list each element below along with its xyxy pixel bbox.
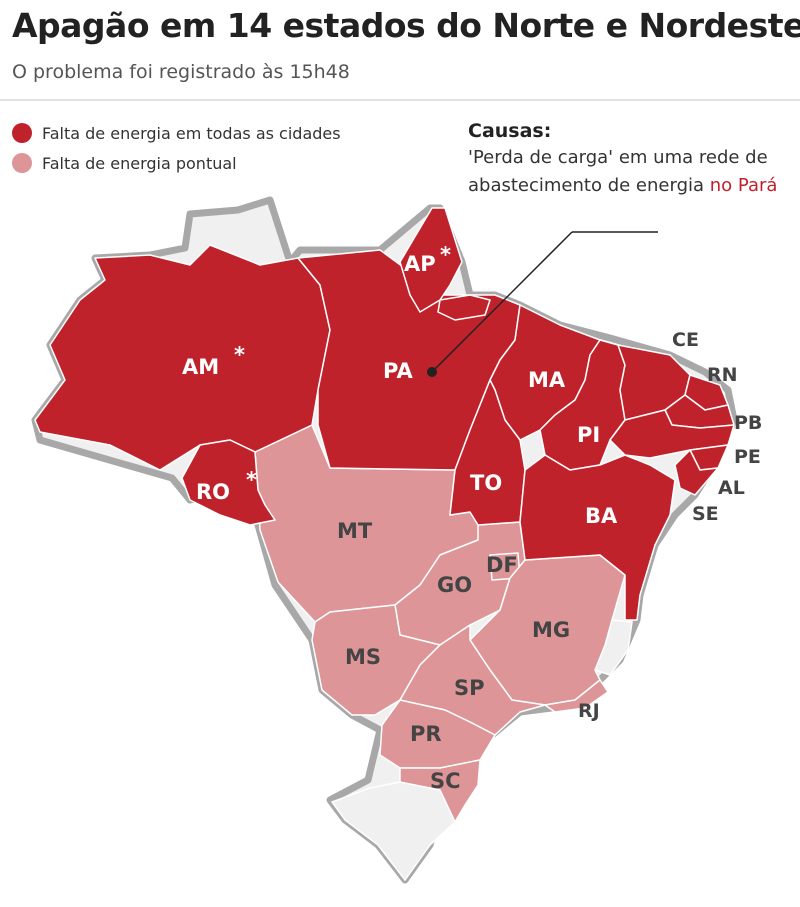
label-sp: SP bbox=[454, 676, 485, 700]
causes-description: 'Perda de carga' em uma rede de abasteci… bbox=[468, 147, 768, 196]
legend: Falta de energia em todas as cidades Fal… bbox=[12, 118, 341, 178]
callout-pointer bbox=[427, 231, 658, 377]
label-mt: MT bbox=[337, 519, 373, 543]
asterisk-ro: * bbox=[246, 468, 257, 492]
label-am: AM bbox=[182, 355, 219, 379]
state-se bbox=[674, 449, 719, 496]
label-ma: MA bbox=[528, 368, 566, 392]
asterisk-ap: * bbox=[440, 243, 451, 267]
label-se: SE bbox=[692, 503, 719, 525]
label-ms: MS bbox=[345, 645, 381, 669]
state-ro bbox=[181, 439, 276, 526]
state-sc bbox=[399, 759, 481, 823]
legend-item-full-outage: Falta de energia em todas as cidades bbox=[12, 118, 341, 148]
causes-text: 'Perda de carga' em uma rede de abasteci… bbox=[468, 144, 788, 200]
state-ba bbox=[519, 454, 676, 621]
causes-annotation: Causas: 'Perda de carga' em uma rede de … bbox=[468, 118, 788, 200]
label-ap: AP bbox=[404, 252, 436, 276]
legend-swatch-partial-outage bbox=[12, 153, 32, 173]
state-rj bbox=[544, 679, 609, 713]
label-al: AL bbox=[718, 477, 745, 499]
header-divider bbox=[0, 99, 800, 101]
state-pe bbox=[609, 409, 735, 459]
label-pe: PE bbox=[734, 446, 761, 468]
causes-highlight: no Pará bbox=[709, 175, 778, 196]
label-pb: PB bbox=[734, 412, 762, 434]
page-subtitle: O problema foi registrado às 15h48 bbox=[12, 61, 350, 83]
legend-label-full-outage: Falta de energia em todas as cidades bbox=[42, 123, 341, 143]
partial-outage-states bbox=[254, 424, 626, 823]
label-ba: BA bbox=[585, 504, 618, 528]
state-ap bbox=[399, 207, 463, 313]
label-df: DF bbox=[486, 553, 518, 577]
asterisk-am: * bbox=[234, 343, 245, 367]
label-mg: MG bbox=[532, 618, 570, 642]
label-pr: PR bbox=[410, 722, 442, 746]
full-outage-states bbox=[34, 207, 735, 621]
page-title: Apagão em 14 estados do Norte e Nordeste bbox=[12, 6, 800, 45]
state-marajo-island bbox=[437, 294, 491, 321]
legend-item-partial-outage: Falta de energia pontual bbox=[12, 148, 341, 178]
label-pa: PA bbox=[383, 359, 413, 383]
coastal-labels: CE RN PB PE AL SE bbox=[672, 329, 762, 525]
label-ce: CE bbox=[672, 329, 699, 351]
legend-label-partial-outage: Falta de energia pontual bbox=[42, 153, 237, 173]
label-go: GO bbox=[437, 573, 472, 597]
causes-title: Causas: bbox=[468, 120, 552, 142]
label-pi: PI bbox=[577, 423, 600, 447]
label-rn: RN bbox=[707, 364, 738, 386]
state-labels: AM * PA AP * MA PI TO BA RO * MT GO DF M… bbox=[182, 243, 618, 793]
label-sc: SC bbox=[430, 769, 461, 793]
state-to bbox=[449, 379, 526, 526]
label-to: TO bbox=[470, 471, 502, 495]
label-rj: RJ bbox=[578, 700, 600, 722]
label-ro: RO bbox=[196, 480, 230, 504]
legend-swatch-full-outage bbox=[12, 123, 32, 143]
